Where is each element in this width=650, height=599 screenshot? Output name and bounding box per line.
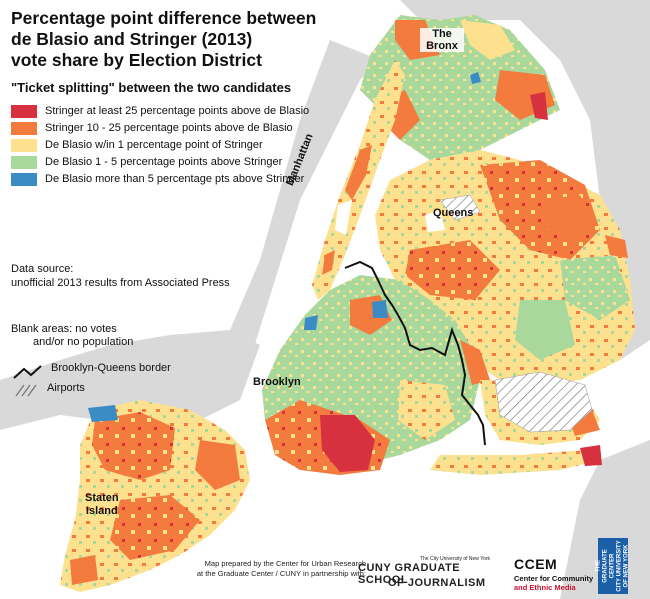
airports-legend: Airports [11,382,85,394]
map-subtitle: "Ticket splitting" between the two candi… [11,80,292,95]
legend-item: De Blasio more than 5 percentage pts abo… [11,171,309,187]
border-legend-label: Brooklyn-Queens border [51,362,171,374]
graduate-center-logo: THE GRADUATE CENTER CITY UNIVERSITY OF N… [595,538,630,594]
data-source-text: unofficial 2013 results from Associated … [11,277,230,289]
legend-label: Stringer 10 - 25 percentage points above… [45,122,293,134]
ccem-logo: CCEM Center for Community and Ethnic Med… [514,556,594,594]
manhattan-area [312,60,405,300]
brooklyn-area [262,275,490,475]
cuny-logo-line2: OF JOURNALISM [388,577,486,589]
credit-note: Map prepared by the Center for Urban Res… [196,559,366,578]
legend-swatch [11,104,37,118]
data-source-heading: Data source: [11,263,74,275]
label-bronx: The Bronx [420,28,464,52]
airports [439,194,593,433]
legend-swatch [11,121,37,135]
legend-swatch [11,172,37,186]
border-legend: Brooklyn-Queens border [11,362,171,374]
legend-swatch [11,138,37,152]
legend-item: Stringer at least 25 percentage points a… [11,103,309,119]
label-brooklyn: Brooklyn [253,376,301,388]
border-legend-symbol [13,365,42,379]
legend-item: Stringer 10 - 25 percentage points above… [11,120,309,136]
blank-areas-line2: and/or no population [33,336,134,348]
label-staten-island: Staten Island [85,492,119,517]
queens-area [375,150,635,385]
ccem-logo-line2: and Ethnic Media [514,583,576,592]
brooklyn-queens-border [344,260,486,446]
legend-label: Stringer at least 25 percentage points a… [45,105,310,117]
ccem-logo-line1: Center for Community [514,574,594,583]
legend-label: De Blasio more than 5 percentage pts abo… [45,173,305,185]
legend-swatch [11,155,37,169]
ccem-logo-mark: CCEM [514,556,558,572]
legend-label: De Blasio w/in 1 percentage point of Str… [45,139,263,151]
map-title: Percentage point difference between de B… [11,8,317,70]
blank-areas-line1: Blank areas: no votes [11,323,117,335]
legend: Stringer at least 25 percentage points a… [11,103,309,188]
cuny-journalism-logo: The City University of New York CUNY GRA… [358,556,508,594]
staten-island-area [60,400,250,592]
airports-legend-label: Airports [47,382,85,394]
legend-item: De Blasio w/in 1 percentage point of Str… [11,137,309,153]
airports-legend-symbol [15,384,37,397]
legend-label: De Blasio 1 - 5 percentage points above … [45,156,283,168]
blank-areas-note: Blank areas: no votes and/or no populati… [11,323,133,349]
cuny-logo-line1: CUNY GRADUATE SCHOOL [358,562,461,586]
legend-item: De Blasio 1 - 5 percentage points above … [11,154,309,170]
label-queens: Queens [433,207,474,219]
graduate-center-logo-text: THE GRADUATE CENTER CITY UNIVERSITY OF N… [595,540,630,592]
data-source-note: Data source: unofficial 2013 results fro… [11,262,230,290]
cuny-logo-small-text: The City University of New York [420,556,491,562]
